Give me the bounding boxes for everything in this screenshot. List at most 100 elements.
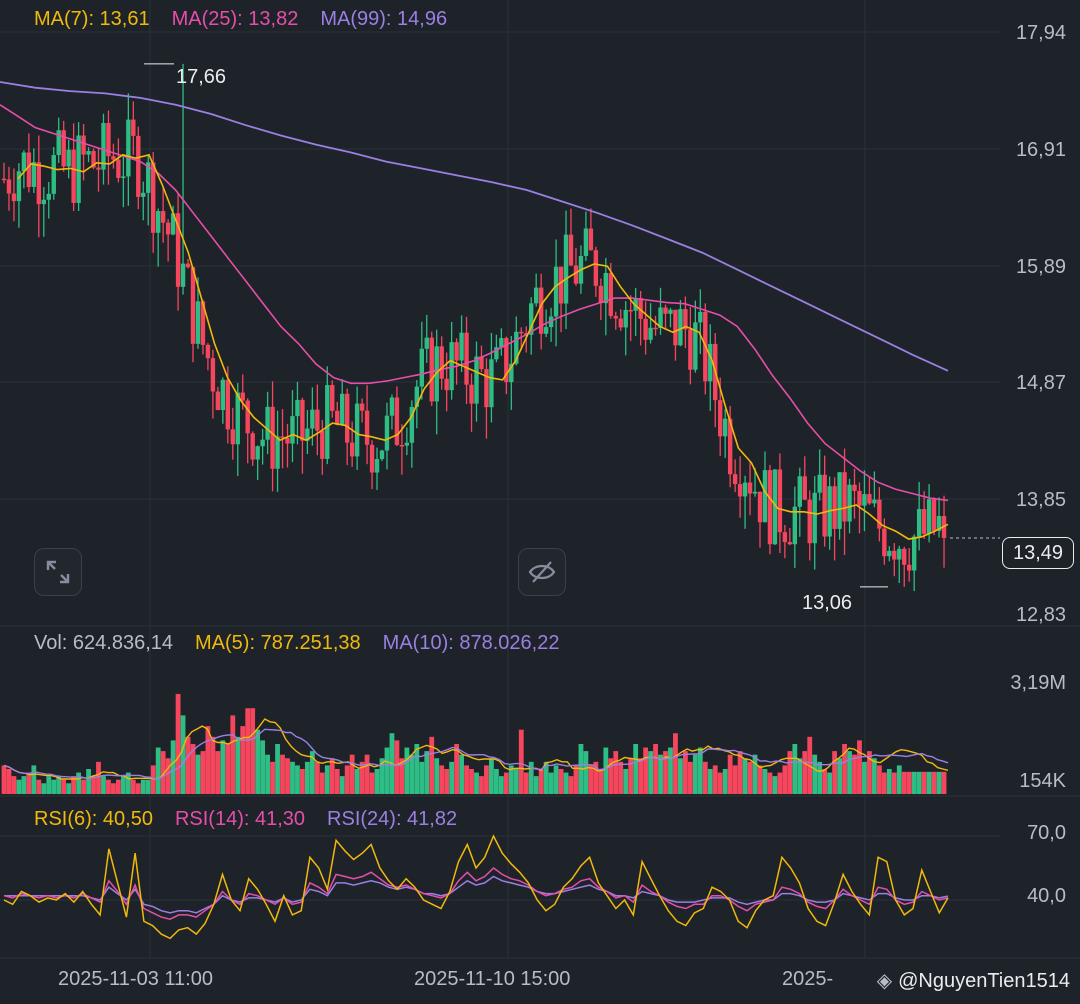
candle-body: [185, 263, 191, 268]
candle-body: [777, 469, 783, 533]
volume-bar: [111, 783, 116, 794]
volume-bar: [6, 768, 12, 794]
volume-bar: [474, 772, 479, 794]
candle-body: [663, 307, 668, 314]
volume-bar: [56, 776, 62, 794]
candle-body: [245, 400, 250, 434]
candle-body: [887, 550, 892, 557]
candle-body: [812, 492, 817, 544]
candle-body: [146, 162, 151, 193]
volume-bar: [96, 761, 101, 794]
candle-body: [210, 358, 216, 392]
volume-tick: 3,19M: [1010, 672, 1066, 694]
volume-bar: [106, 779, 111, 794]
volume-bar: [180, 715, 186, 794]
volume-bar: [130, 779, 136, 794]
candle-body: [593, 250, 599, 286]
volume-bar: [772, 776, 778, 794]
volume-bar: [1, 765, 7, 794]
volume-bar: [200, 751, 206, 794]
candle-body: [66, 149, 71, 167]
volume-bar: [449, 761, 455, 794]
hide-indicator-button[interactable]: [518, 548, 566, 596]
volume-bar: [603, 747, 609, 794]
volume-bar: [588, 765, 594, 794]
candle-body: [260, 439, 265, 447]
candle-body: [489, 359, 494, 408]
rsi6-legend: RSI(6): 40,50: [34, 808, 153, 830]
candle-body: [56, 130, 61, 156]
date-label: 2025-11-03 11:00: [58, 968, 213, 990]
volume-bar: [643, 747, 649, 794]
candle-body: [121, 176, 126, 178]
candle-body: [718, 400, 723, 437]
volume-bar: [364, 754, 370, 794]
volume-bar: [140, 779, 146, 794]
price-tick: 14,87: [1015, 372, 1066, 394]
candle-body: [762, 470, 768, 523]
volume-bar: [304, 761, 310, 794]
volume-bar: [678, 758, 683, 794]
volume-bar: [76, 772, 82, 794]
candle-body: [96, 167, 101, 170]
candle-body: [653, 327, 658, 330]
candle-body: [26, 152, 32, 187]
volume-bar: [523, 772, 529, 794]
volume-bar: [374, 768, 380, 794]
volume-bar: [583, 751, 589, 794]
candle-body: [533, 287, 539, 304]
candle-body: [41, 199, 46, 205]
volume-bar: [687, 761, 693, 794]
volume-bar: [742, 758, 748, 794]
volume-bar: [319, 772, 325, 794]
candle-body: [688, 329, 693, 370]
volume-bar: [439, 765, 445, 794]
volume-bar: [205, 726, 211, 794]
candle-body: [931, 499, 937, 531]
volume-bar: [369, 772, 375, 794]
volume-bar: [429, 736, 435, 794]
candle-body: [409, 406, 415, 443]
volume-bar: [344, 765, 350, 794]
volume-bar: [240, 726, 246, 794]
candle-body: [588, 228, 594, 251]
volume-bar: [280, 754, 285, 794]
volume-bar: [464, 765, 469, 794]
candle-body: [936, 515, 942, 531]
volume-bar: [66, 783, 72, 794]
candle-body: [797, 476, 802, 507]
volume-bar: [484, 765, 489, 794]
volume-bar: [563, 772, 569, 794]
volume-bar: [876, 765, 882, 794]
candle-body: [46, 193, 51, 200]
candle-body: [454, 342, 459, 361]
candle-body: [86, 151, 91, 155]
volume-bar: [896, 765, 902, 794]
expand-icon: [46, 560, 70, 584]
volume-bar: [31, 765, 37, 794]
volume-bar: [911, 771, 917, 794]
volume-bar: [648, 751, 653, 794]
volume-bar: [245, 708, 251, 794]
rsi-tick: 40,0: [1027, 885, 1066, 907]
candle-body: [613, 315, 618, 319]
volume-bar: [802, 751, 808, 794]
volume-bar: [936, 771, 942, 794]
expand-button[interactable]: [34, 548, 82, 596]
current-price-tag: 13,49: [1002, 537, 1074, 569]
volume-bar: [250, 708, 256, 794]
volume-bar: [354, 768, 360, 794]
candle-body: [160, 211, 166, 223]
volume-bar: [613, 751, 619, 794]
volume-bar: [190, 743, 196, 794]
volume-bar: [300, 768, 305, 794]
candle-body: [757, 491, 763, 523]
candle-body: [325, 385, 330, 459]
candle-body: [568, 234, 574, 266]
candle-body: [722, 418, 728, 437]
volume-bar: [886, 768, 892, 794]
volume-bar: [668, 747, 673, 794]
volume-bar: [285, 758, 290, 794]
volume-bar: [379, 758, 385, 794]
